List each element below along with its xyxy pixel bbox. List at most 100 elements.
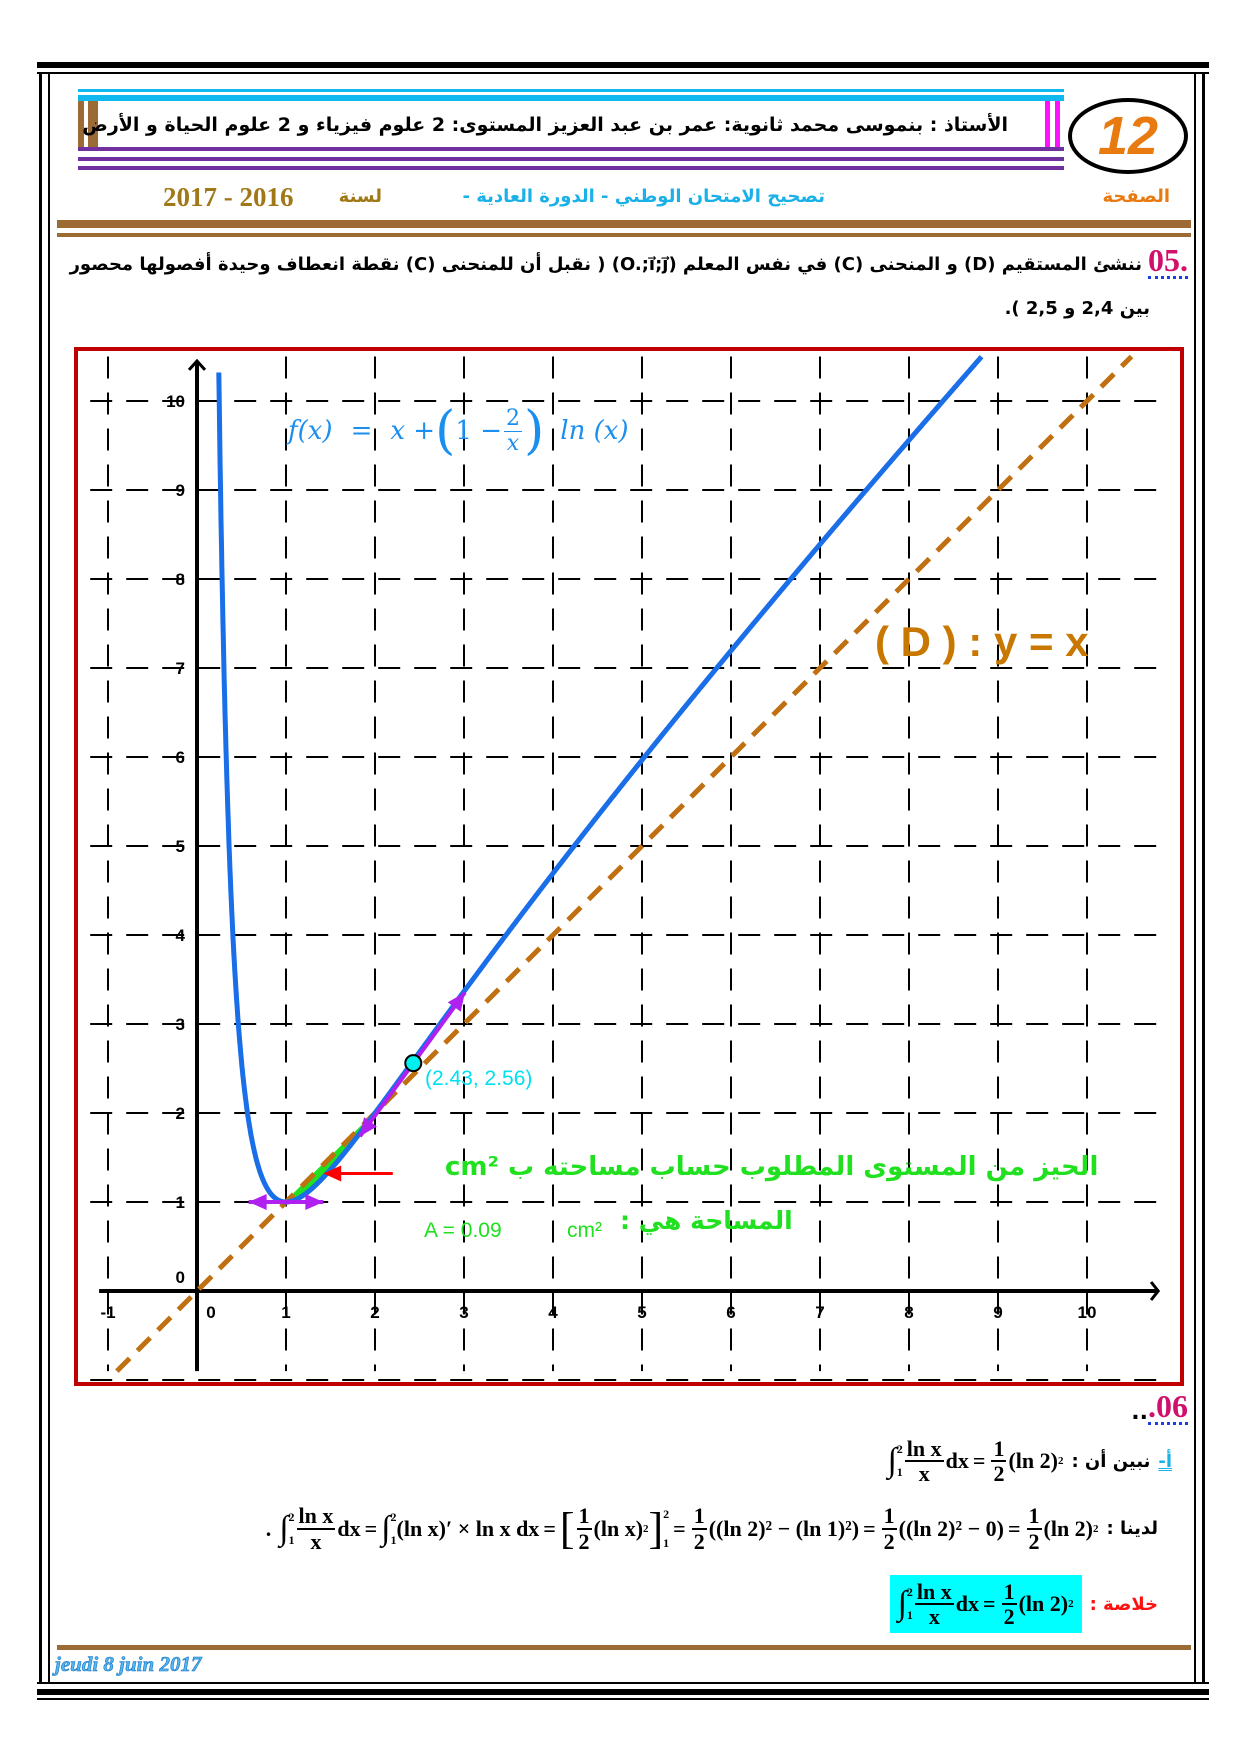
region-caption: الحيز من المستوى المطلوب حساب مساحته ب c…: [445, 1152, 1099, 1182]
function-formula: f(x) = x + ( 1 − 2 x ) ln (x): [288, 405, 629, 457]
q05-number: .05: [1148, 242, 1188, 279]
integral-sign: ∫ 2 1: [887, 1442, 903, 1480]
divider-brown-thin: [57, 233, 1191, 237]
equals: =: [1007, 1515, 1021, 1541]
region-pointer-arrowhead-icon: [323, 1165, 342, 1182]
dx: dx: [945, 1448, 969, 1474]
exam-title: تصحيح الامتحان الوطني - الدورة العادية -: [462, 186, 825, 207]
we-have-label: لدينا :: [1106, 1518, 1159, 1539]
denominator: x: [918, 1461, 930, 1487]
y-tick-label: 8: [176, 570, 185, 589]
x-tick-label: 1: [281, 1303, 290, 1322]
numerator: 1: [1026, 1503, 1042, 1530]
exponent: 2: [1057, 1455, 1064, 1468]
header-brown-bars: [78, 101, 88, 148]
header-blue-line-thin: [78, 89, 1064, 92]
lnx: (ln x): [593, 1515, 644, 1541]
page-label: الصفحة: [1102, 186, 1170, 207]
q06-number: .06: [1148, 1388, 1188, 1425]
q06-dots: ..: [1131, 1400, 1148, 1425]
formula-ln: ln (x): [560, 416, 629, 446]
header-purple-line-3: [78, 166, 1064, 170]
dx: dx: [955, 1591, 980, 1616]
numerator: 1: [1001, 1578, 1017, 1605]
top-border-thin: [37, 72, 1209, 74]
upper-limit: 2: [906, 1585, 913, 1599]
numerator: 1: [576, 1503, 592, 1530]
bottom-border-thick: [37, 1689, 1209, 1695]
header-purple-line-2: [78, 157, 1064, 161]
upper-limit: 2: [288, 1509, 295, 1524]
denominator: x: [928, 1604, 940, 1629]
denominator: 2: [693, 1528, 705, 1554]
formula-paren-close: ): [523, 401, 545, 461]
numerator: 1: [991, 1436, 1007, 1463]
inflection-tangent-arrowhead-icon: [447, 992, 465, 1012]
bracket-close: ]: [648, 1504, 664, 1553]
year-value: 2017 - 2016: [163, 182, 294, 212]
ln2: (ln 2): [1008, 1448, 1058, 1474]
x-tick-label: 3: [459, 1303, 468, 1322]
lower-limit: 1: [663, 1535, 670, 1550]
denominator: 2: [1028, 1528, 1040, 1554]
integral-sign: ∫ 2 1: [381, 1509, 397, 1547]
upper-limit: 2: [390, 1509, 397, 1524]
integral-sign: ∫ 2 1: [279, 1509, 295, 1547]
teacher-info: الأستاذ : بنموسى محمد ثانوية: عمر بن عبد…: [82, 114, 1008, 136]
x-axis-arrow-icon: [1149, 1281, 1161, 1301]
y-tick-label: 3: [176, 1015, 185, 1034]
equals: =: [364, 1515, 378, 1541]
numerator: 1: [881, 1503, 897, 1530]
x-tick-label: 6: [726, 1303, 735, 1322]
numerator: 1: [691, 1503, 707, 1530]
equals: =: [673, 1515, 686, 1541]
area-value: A = 0.09: [424, 1219, 502, 1242]
divider-brown-thick: [57, 220, 1191, 228]
ln2: (ln 2): [1043, 1515, 1094, 1541]
equals: =: [972, 1448, 986, 1474]
formula-x-plus: x +: [390, 416, 436, 446]
formula-fraction: 2 x: [503, 407, 522, 455]
y-tick-label: 0: [176, 1268, 185, 1287]
x-tick-label: 7: [815, 1303, 824, 1322]
horizontal-tangent-arrowhead-icon: [305, 1194, 324, 1210]
x-tick-label: 10: [1078, 1303, 1097, 1322]
formula-f: f(x): [288, 416, 333, 446]
denominator: 2: [883, 1528, 895, 1554]
conclusion-label: خلاصة :: [1089, 1593, 1158, 1615]
x-tick-label: 5: [637, 1303, 646, 1322]
lower-limit: 1: [390, 1532, 397, 1547]
year-label: لسنة: [338, 186, 382, 207]
line-d-label: ( D ) : y = x: [875, 618, 1089, 665]
function-graph: -1 0 1 2 3 4 5 6 7 8 9 10 0 1 2 3 4 5 6 7 8 9 10: [90, 354, 1161, 1381]
numerator: ln x: [296, 1503, 336, 1530]
page-number-badge: 12: [1068, 98, 1188, 174]
x-tick-label: 2: [370, 1303, 379, 1322]
q05-text-1: ننشئ المستقيم (D) و المنحنى (C) في نفس ا…: [69, 254, 1142, 275]
denominator: 2: [993, 1461, 1005, 1487]
footer-divider: [57, 1645, 1191, 1650]
curve-c: [216, 355, 984, 1205]
dx: dx: [337, 1515, 361, 1541]
numerator: ln x: [914, 1578, 954, 1605]
equals: =: [983, 1591, 996, 1616]
x-tick-label: 4: [548, 1303, 558, 1322]
part-a-text: نبين أن :: [1071, 1450, 1151, 1472]
left-border-inner: [48, 72, 50, 1684]
q06-heading: .. .06: [1131, 1390, 1188, 1425]
formula-eq: =: [350, 416, 373, 446]
x-tick-label: 9: [993, 1303, 1002, 1322]
difference-2: ((ln 2)² − 0): [898, 1515, 1004, 1541]
y-tick-label: 10: [166, 392, 185, 411]
